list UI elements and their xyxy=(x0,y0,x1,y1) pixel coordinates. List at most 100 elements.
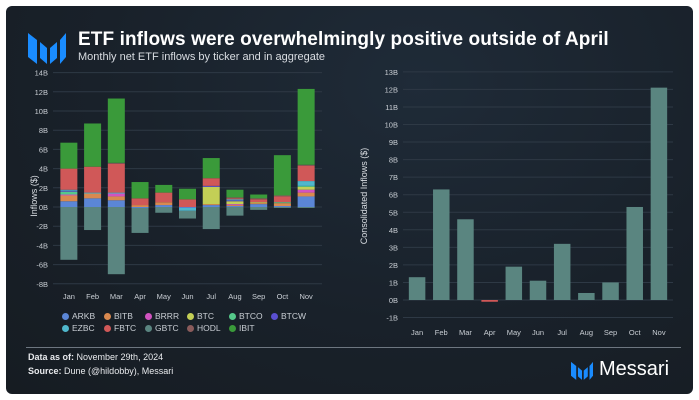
bar-segment-ibit xyxy=(84,123,102,167)
bar-segment-gbtc xyxy=(107,207,125,275)
bar-segment-gbtc xyxy=(131,207,149,233)
x-tick-label: May xyxy=(507,328,521,337)
y-tick-label: 2B xyxy=(39,184,48,193)
legend-item-bitb: BITB xyxy=(104,311,133,321)
legend-swatch xyxy=(104,324,111,332)
y-axis-label: Consolidated Inflows ($) xyxy=(359,148,369,245)
y-tick-label: -6B xyxy=(36,261,48,270)
charts-canvas: 14B 12B 10B 8B 6B 4B 2B 0B -2B -4B -6B -8B Inflows (… xyxy=(29,68,673,337)
bar-segment-fbtc xyxy=(250,199,268,203)
chart-subtitle: Monthly net ETF inflows by ticker and in… xyxy=(78,51,326,63)
bar-segment-btc xyxy=(226,201,244,205)
legend-label: IBIT xyxy=(239,323,255,333)
bar-segment-gbtc xyxy=(226,207,244,216)
bar-segment-arkb xyxy=(131,207,149,208)
y-tick-label: -8B xyxy=(36,280,48,289)
y-tick-label: 8B xyxy=(39,126,48,135)
y-tick-label: 6B xyxy=(39,145,48,154)
data-as-of: Data as of: November 29th, 2024 xyxy=(28,352,163,362)
source-label: Source: xyxy=(28,366,62,376)
y-tick-label: 4B xyxy=(389,226,398,235)
data-as-of-value: November 29th, 2024 xyxy=(76,352,164,362)
y-tick-label: 10B xyxy=(385,121,398,130)
bar-segment-brrr xyxy=(60,194,78,196)
legend-label: BRRR xyxy=(155,311,180,321)
legend-swatch xyxy=(104,312,111,320)
bar-segment-bitb xyxy=(202,204,220,206)
legend-label: ARKB xyxy=(72,311,96,321)
bar-segment-arkb xyxy=(179,207,196,208)
aggregate-bar xyxy=(602,282,619,300)
y-tick-label: 13B xyxy=(385,68,398,77)
bar-segment-arkb xyxy=(202,205,220,207)
bar-segment-arkb xyxy=(60,201,78,207)
legend-item-brrr: BRRR xyxy=(145,311,179,321)
bar-segment-ibit xyxy=(107,98,125,163)
bar-segment-gbtc xyxy=(297,207,315,208)
legend-label: BTCW xyxy=(281,311,307,321)
bar-segment-ibit xyxy=(179,188,196,200)
bar-segment-gbtc xyxy=(155,207,173,213)
legend-item-ibit: IBIT xyxy=(229,323,255,333)
bar-segment-fbtc xyxy=(107,163,125,193)
chart-title: ETF inflows were overwhelmingly positive… xyxy=(78,29,609,50)
bar-segment-btcw xyxy=(60,190,78,192)
legend-label: BTCO xyxy=(239,311,263,321)
x-tick-label: Jun xyxy=(181,292,193,301)
bar-segment-fbtc xyxy=(179,199,196,207)
brand: Messari xyxy=(571,358,669,381)
legend-swatch xyxy=(271,312,278,320)
bar-segment-ibit xyxy=(202,158,220,179)
bar-segment-hodl xyxy=(107,162,125,164)
legend-label: HODL xyxy=(197,323,221,333)
bar-segment-gbtc xyxy=(60,207,78,260)
bar-segment-arkb xyxy=(273,206,291,207)
y-tick-label: 14B xyxy=(35,69,48,78)
x-tick-label: Nov xyxy=(652,328,666,337)
aggregate-bar xyxy=(578,292,595,300)
bar-segment-ibit xyxy=(226,189,244,198)
brand-name: Messari xyxy=(599,358,670,380)
y-tick-label: 3B xyxy=(389,243,398,252)
x-tick-label: Jan xyxy=(411,328,423,337)
y-tick-label: 4B xyxy=(39,165,48,174)
aggregate-bar xyxy=(505,266,523,300)
bar-segment-arkb xyxy=(107,200,125,207)
bar-segment-arkb xyxy=(226,206,244,207)
bar-segment-fbtc xyxy=(155,192,173,203)
bar-segment-btc xyxy=(250,202,268,204)
y-axis-label: Inflows ($) xyxy=(29,175,39,217)
y-tick-label: 5B xyxy=(389,208,398,217)
bar-segment-btc xyxy=(297,186,315,190)
bar-segment-ibit xyxy=(60,142,78,169)
bar-segment-gbtc xyxy=(202,207,220,230)
bar-segment-ezbc xyxy=(84,192,102,194)
bar-segment-fbtc xyxy=(202,178,220,186)
y-tick-label: 11B xyxy=(385,103,398,112)
bar-segment-fbtc xyxy=(60,168,78,190)
bar-segment-bitb xyxy=(84,193,102,199)
bar-segment-bitb xyxy=(155,202,173,206)
legend-swatch xyxy=(187,312,194,320)
y-tick-label: 10B xyxy=(35,107,48,116)
bar-segment-gbtc xyxy=(179,210,196,219)
bar-segment-btco xyxy=(60,191,78,195)
x-tick-label: Jul xyxy=(557,328,567,337)
aggregate-bar xyxy=(457,219,474,300)
x-tick-label: Oct xyxy=(277,292,290,301)
y-tick-label: 12B xyxy=(35,88,48,97)
bar-segment-gbtc xyxy=(84,207,102,231)
bar-segment-btcw xyxy=(226,200,244,202)
y-tick-label: 7B xyxy=(389,173,398,182)
y-tick-label: 2B xyxy=(389,261,398,270)
x-tick-label: Sep xyxy=(604,328,617,337)
x-tick-label: Jun xyxy=(532,328,544,337)
aggregate-bar xyxy=(481,300,498,302)
bar-segment-ezbc xyxy=(107,192,125,194)
x-tick-label: Apr xyxy=(484,328,496,337)
legend-item-gbtc: GBTC xyxy=(145,323,179,333)
bar-segment-bitb xyxy=(250,203,268,205)
x-tick-label: Mar xyxy=(110,292,123,301)
chart-card: ETF inflows were overwhelmingly positive… xyxy=(6,6,693,394)
legend-item-btc: BTC xyxy=(187,311,214,321)
